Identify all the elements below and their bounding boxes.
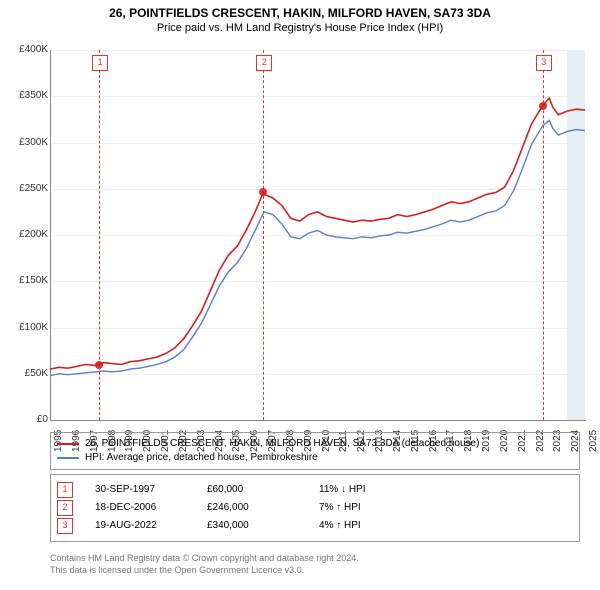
event-row: 1 30-SEP-1997 £60,000 11% ↓ HPI — [57, 481, 573, 499]
series-property — [50, 98, 585, 369]
event-row: 3 19-AUG-2022 £340,000 4% ↑ HPI — [57, 517, 573, 535]
footer-line: This data is licensed under the Open Gov… — [50, 564, 580, 576]
footer-text: Contains HM Land Registry data © Crown c… — [50, 552, 580, 576]
legend-item: 26, POINTFIELDS CRESCENT, HAKIN, MILFORD… — [57, 437, 573, 451]
legend-item: HPI: Average price, detached house, Pemb… — [57, 451, 573, 465]
event-table: 1 30-SEP-1997 £60,000 11% ↓ HPI 2 18-DEC… — [50, 474, 580, 542]
event-date: 18-DEC-2006 — [95, 499, 185, 517]
event-price: £340,000 — [207, 517, 297, 535]
event-marker-icon: 1 — [57, 482, 73, 498]
event-date: 30-SEP-1997 — [95, 481, 185, 499]
event-delta: 7% ↑ HPI — [319, 499, 409, 517]
event-marker-icon: 2 — [57, 500, 73, 516]
event-date: 19-AUG-2022 — [95, 517, 185, 535]
event-row: 2 18-DEC-2006 £246,000 7% ↑ HPI — [57, 499, 573, 517]
legend-box: 26, POINTFIELDS CRESCENT, HAKIN, MILFORD… — [50, 432, 580, 470]
legend-label: 26, POINTFIELDS CRESCENT, HAKIN, MILFORD… — [85, 437, 479, 451]
footer-line: Contains HM Land Registry data © Crown c… — [50, 552, 580, 564]
event-marker-icon: 3 — [57, 518, 73, 534]
event-price: £246,000 — [207, 499, 297, 517]
event-delta: 11% ↓ HPI — [319, 481, 409, 499]
legend-swatch — [57, 443, 79, 445]
event-price: £60,000 — [207, 481, 297, 499]
legend-swatch — [57, 457, 79, 459]
series-hpi — [50, 120, 585, 375]
event-delta: 4% ↑ HPI — [319, 517, 409, 535]
legend-label: HPI: Average price, detached house, Pemb… — [85, 451, 318, 465]
